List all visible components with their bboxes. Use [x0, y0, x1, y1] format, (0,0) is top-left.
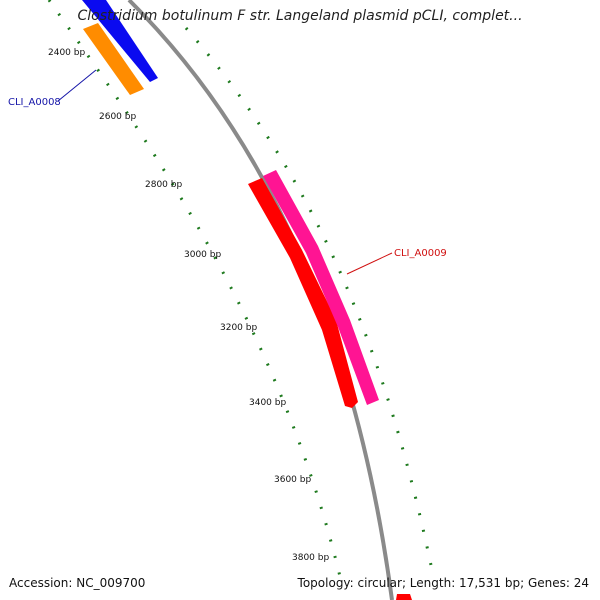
tick-label-3800: 3800 bp	[292, 553, 329, 563]
cli-a0008-leader-line	[57, 69, 97, 102]
gene-blue-block[interactable]	[82, 0, 158, 82]
gene-cli-a0009-cds-arrow[interactable]	[248, 178, 358, 408]
gene-red-stub[interactable]	[396, 594, 412, 600]
inner-tick-ring	[47, 0, 344, 586]
tick-label-2400: 2400 bp	[48, 48, 85, 58]
tick-label-2800: 2800 bp	[145, 180, 182, 190]
tick-label-2600: 2600 bp	[99, 112, 136, 122]
map-summary-text: Topology: circular; Length: 17,531 bp; G…	[297, 576, 589, 590]
tick-label-3600: 3600 bp	[274, 475, 311, 485]
tick-label-3200: 3200 bp	[220, 323, 257, 333]
gene-pink-block[interactable]	[263, 170, 379, 405]
gene-cli-a0008-block[interactable]	[83, 23, 144, 95]
plasmid-backbone	[127, 0, 394, 600]
map-title: Clostridium botulinum F str. Langeland p…	[77, 8, 523, 24]
accession-text: Accession: NC_009700	[9, 576, 146, 590]
tick-label-3400: 3400 bp	[249, 398, 286, 408]
tick-label-3000: 3000 bp	[184, 250, 221, 260]
cli-a0009-leader-line	[346, 252, 393, 275]
gene-label-cli-a0008[interactable]: CLI_A0008	[8, 97, 61, 108]
gene-label-cli-a0009[interactable]: CLI_A0009	[394, 248, 447, 259]
